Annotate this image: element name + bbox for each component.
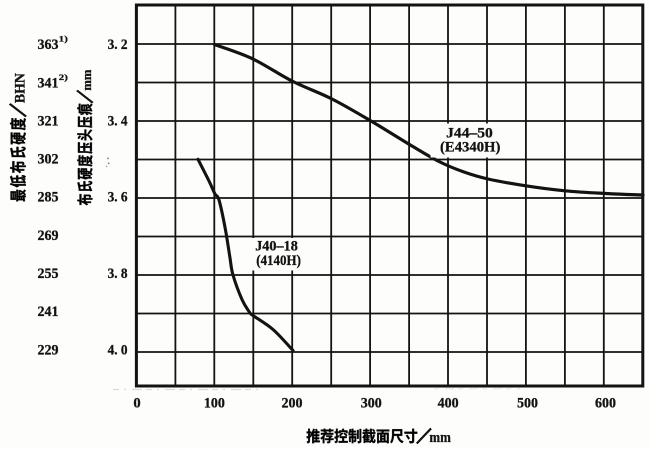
svg-text:363: 363 [38, 37, 59, 53]
svg-text:255: 255 [38, 266, 59, 282]
svg-text:3. 8: 3. 8 [108, 266, 128, 282]
svg-text:300: 300 [361, 396, 382, 412]
svg-text:500: 500 [517, 396, 538, 412]
svg-text:J44–50: J44–50 [446, 126, 493, 142]
svg-text:2): 2) [59, 72, 68, 82]
svg-text:241: 241 [38, 304, 59, 320]
svg-text:341: 341 [38, 75, 59, 91]
svg-text:3. 6: 3. 6 [108, 190, 128, 206]
svg-text:3. 4: 3. 4 [108, 114, 128, 130]
svg-text:BHN: BHN [12, 72, 28, 103]
svg-text:302: 302 [38, 152, 59, 168]
svg-text:285: 285 [38, 190, 59, 206]
svg-text:321: 321 [38, 114, 59, 130]
svg-text:mm: mm [80, 69, 94, 91]
svg-text:3. 2: 3. 2 [108, 37, 128, 53]
svg-text:100: 100 [204, 396, 225, 412]
svg-text:200: 200 [282, 396, 303, 412]
svg-text:400: 400 [438, 396, 459, 412]
svg-text:J40–18: J40–18 [255, 239, 298, 255]
svg-text:600: 600 [595, 396, 616, 412]
svg-text:4. 0: 4. 0 [108, 342, 128, 358]
svg-text:269: 269 [38, 228, 59, 244]
svg-text:1): 1) [59, 33, 68, 43]
svg-text:0: 0 [133, 396, 140, 412]
svg-text:(4140H): (4140H) [256, 253, 301, 269]
svg-text:229: 229 [38, 342, 59, 358]
svg-text:mm: mm [429, 430, 451, 446]
svg-text:(E4340H): (E4340H) [440, 140, 500, 156]
